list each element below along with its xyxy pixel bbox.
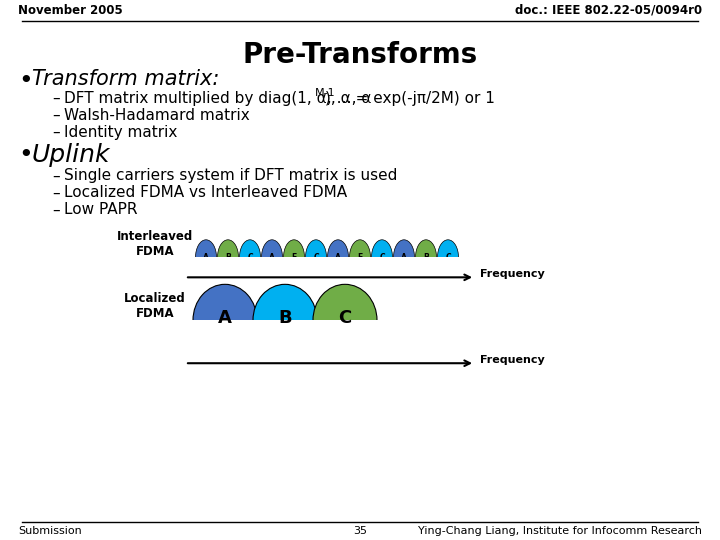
Text: Interleaved
FDMA: Interleaved FDMA [117, 231, 193, 259]
Text: Identity matrix: Identity matrix [64, 125, 177, 139]
Ellipse shape [328, 240, 348, 275]
Text: –: – [52, 202, 60, 218]
Text: Localized
FDMA: Localized FDMA [124, 292, 186, 320]
Text: Localized FDMA vs Interleaved FDMA: Localized FDMA vs Interleaved FDMA [64, 185, 347, 200]
Text: –: – [52, 107, 60, 123]
Ellipse shape [217, 240, 238, 275]
Text: doc.: IEEE 802.22-05/0094r0: doc.: IEEE 802.22-05/0094r0 [515, 4, 702, 17]
Text: A: A [218, 309, 232, 327]
Text: 35: 35 [353, 526, 367, 536]
Text: Walsh-Hadamard matrix: Walsh-Hadamard matrix [64, 107, 250, 123]
Text: DFT matrix multiplied by diag(1, α, …, α: DFT matrix multiplied by diag(1, α, …, α [64, 91, 372, 105]
Ellipse shape [261, 240, 282, 275]
Ellipse shape [253, 285, 317, 356]
Ellipse shape [349, 240, 371, 275]
Text: E: E [292, 253, 297, 262]
Text: Frequency: Frequency [480, 355, 545, 365]
Text: A: A [401, 253, 407, 262]
Text: C: C [313, 253, 319, 262]
Text: A: A [203, 253, 209, 262]
Text: C: C [247, 253, 253, 262]
Text: Submission: Submission [18, 526, 82, 536]
Ellipse shape [284, 240, 305, 275]
Text: B: B [423, 253, 429, 262]
Ellipse shape [305, 240, 326, 275]
Text: –: – [52, 185, 60, 200]
Text: C: C [445, 253, 451, 262]
Bar [191, 320, 379, 365]
Text: Ying-Chang Liang, Institute for Infocomm Research: Ying-Chang Liang, Institute for Infocomm… [418, 526, 702, 536]
Text: •: • [18, 143, 32, 166]
Text: C: C [338, 309, 351, 327]
Bar [193, 258, 461, 279]
Text: B: B [225, 253, 231, 262]
Ellipse shape [193, 285, 257, 356]
Ellipse shape [240, 240, 261, 275]
Text: B: B [278, 309, 292, 327]
Text: A: A [269, 253, 275, 262]
Ellipse shape [313, 285, 377, 356]
Text: Uplink: Uplink [32, 143, 110, 166]
Text: M-1: M-1 [315, 87, 336, 98]
Ellipse shape [372, 240, 392, 275]
Text: ), α = exp(-jπ/2M) or 1: ), α = exp(-jπ/2M) or 1 [325, 91, 495, 105]
Text: Transform matrix:: Transform matrix: [32, 69, 220, 89]
Text: November 2005: November 2005 [18, 4, 122, 17]
Text: Frequency: Frequency [480, 269, 545, 279]
Text: C: C [379, 253, 384, 262]
Ellipse shape [438, 240, 459, 275]
Text: •: • [18, 69, 32, 92]
Text: E: E [357, 253, 363, 262]
Ellipse shape [196, 240, 217, 275]
Text: Single carriers system if DFT matrix is used: Single carriers system if DFT matrix is … [64, 168, 397, 184]
Text: Low PAPR: Low PAPR [64, 202, 138, 218]
Ellipse shape [394, 240, 415, 275]
Text: –: – [52, 125, 60, 139]
Text: –: – [52, 91, 60, 105]
Text: Pre-Transforms: Pre-Transforms [243, 40, 477, 69]
Ellipse shape [415, 240, 436, 275]
Text: –: – [52, 168, 60, 184]
Text: A: A [335, 253, 341, 262]
